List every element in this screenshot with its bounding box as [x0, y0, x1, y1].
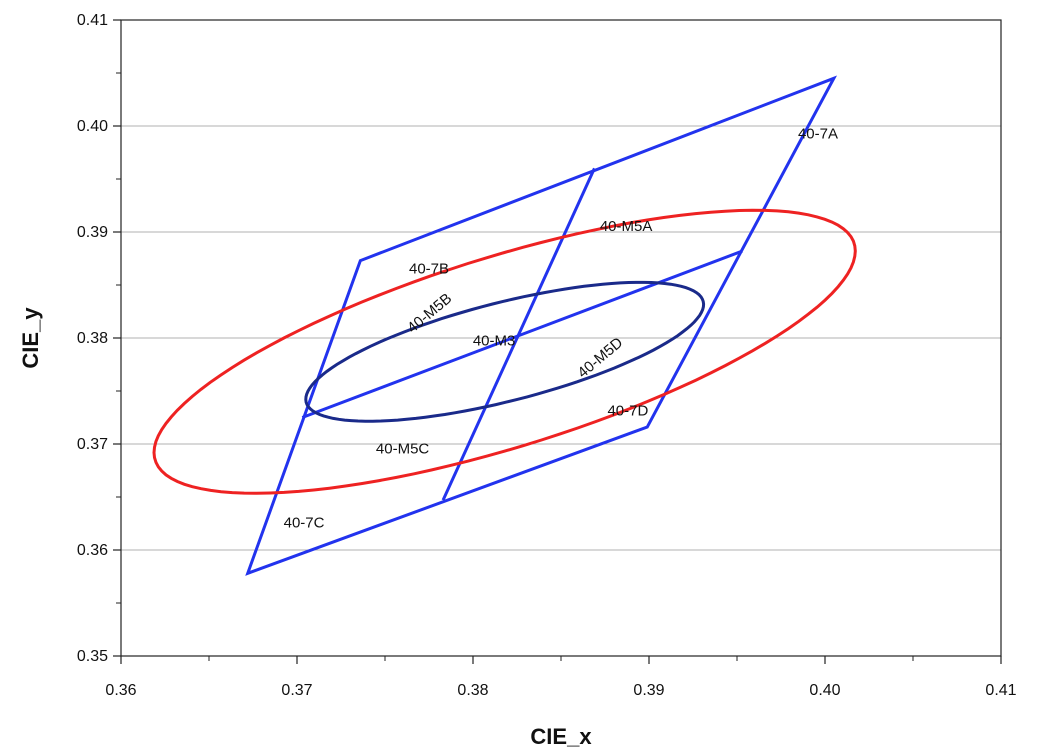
- grid-lines: [121, 125, 1001, 551]
- y-tick-label-1: 0.36: [77, 542, 108, 559]
- quadrangle-outline: [245, 75, 838, 576]
- x-axis-title: CIE_x: [530, 724, 592, 749]
- x-axis-ticks: 0.36 0.37 0.38 0.39 0.40 0.41: [105, 656, 1017, 699]
- y-tick-label-5: 0.40: [77, 118, 108, 135]
- x-tick-label-1: 0.37: [281, 682, 312, 699]
- region-label-40-7c: 40-7C: [284, 515, 325, 532]
- y-axis-ticks: 0.35 0.36 0.37 0.38 0.39 0.40 0.41: [77, 12, 121, 665]
- x-tick-label-5: 0.41: [985, 682, 1016, 699]
- y-axis-title: CIE_y: [18, 307, 43, 369]
- y-tick-label-3: 0.38: [77, 330, 108, 347]
- x-tick-label-2: 0.38: [457, 682, 488, 699]
- region-label-40-7b: 40-7B: [409, 260, 449, 277]
- region-label-40-m5c: 40-M5C: [376, 441, 430, 458]
- x-tick-label-3: 0.39: [633, 682, 664, 699]
- ellipse-40-m5: [152, 208, 857, 495]
- quadrangle-divider-1: [301, 249, 743, 419]
- region-label-40-m5a: 40-M5A: [600, 218, 653, 235]
- ellipse-40-m3: [304, 280, 706, 423]
- region-label-40-m3: 40-M3: [473, 332, 516, 349]
- region-labels-group: 40-7A 40-7B 40-7C 40-7D 40-M5A 40-M5B 40-M5C 40…: [284, 126, 838, 532]
- y-tick-label-6: 0.41: [77, 12, 108, 29]
- quadrangle-group: [245, 75, 838, 576]
- y-tick-label-2: 0.37: [77, 436, 108, 453]
- x-tick-label-4: 0.40: [809, 682, 840, 699]
- y-tick-label-4: 0.39: [77, 224, 108, 241]
- region-label-40-m5b: 40-M5B: [404, 290, 455, 337]
- ellipses-group: [152, 208, 857, 495]
- y-tick-label-0: 0.35: [77, 648, 108, 665]
- region-label-40-7a: 40-7A: [798, 126, 838, 143]
- x-tick-label-0: 0.36: [105, 682, 136, 699]
- region-label-40-7d: 40-7D: [607, 402, 648, 419]
